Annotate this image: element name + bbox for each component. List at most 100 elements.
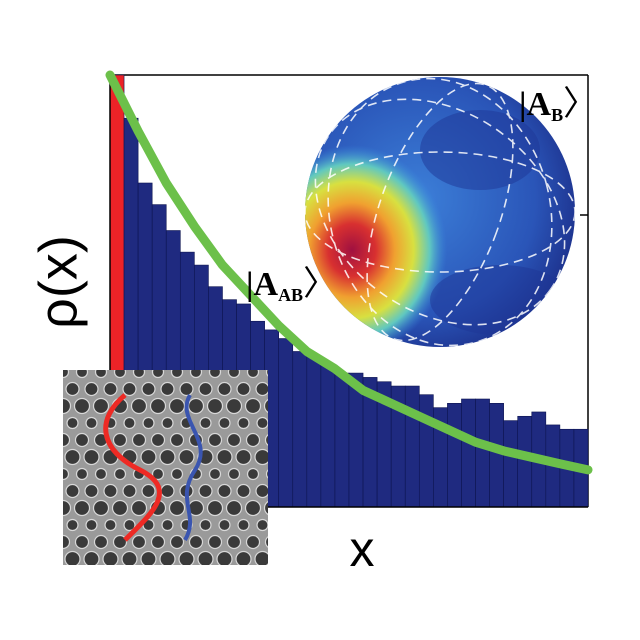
hole <box>66 518 79 532</box>
hole <box>161 416 174 430</box>
hole <box>142 416 155 430</box>
hole <box>245 432 261 448</box>
hole <box>236 381 251 397</box>
hole <box>64 448 81 466</box>
annotation-open: | <box>519 86 527 123</box>
hole <box>208 467 222 481</box>
annotation: |AAB〉 <box>246 266 337 305</box>
hole <box>178 550 195 565</box>
annotation-open: | <box>246 266 254 303</box>
hole <box>187 397 205 415</box>
bar <box>278 338 294 508</box>
hole <box>274 552 289 567</box>
annotation-sub: B <box>551 105 563 125</box>
hole <box>245 534 261 550</box>
hole <box>226 534 242 550</box>
hole <box>141 381 156 397</box>
hole <box>66 416 79 430</box>
hole <box>208 370 222 379</box>
hole <box>149 397 167 415</box>
hole <box>63 432 71 448</box>
hole <box>123 416 136 430</box>
hole <box>199 518 212 532</box>
hole <box>123 518 136 532</box>
hole <box>130 397 148 415</box>
hole <box>207 432 223 448</box>
hole <box>113 467 127 481</box>
hole <box>199 416 212 430</box>
hole <box>216 550 233 565</box>
hole <box>63 534 71 550</box>
hole <box>140 550 157 565</box>
bar <box>489 403 504 508</box>
bar <box>306 355 322 508</box>
hole <box>264 536 268 548</box>
hole <box>255 381 268 397</box>
hole <box>151 370 165 379</box>
hole <box>216 448 233 466</box>
hole <box>178 448 195 466</box>
hole <box>256 518 268 532</box>
hole <box>102 550 119 565</box>
hole <box>237 416 250 430</box>
bar <box>475 398 490 508</box>
hole <box>83 448 100 466</box>
hole <box>225 397 243 415</box>
hole <box>73 397 91 415</box>
hole <box>263 398 268 414</box>
hole <box>207 534 223 550</box>
hole <box>235 550 252 565</box>
hole <box>122 483 137 499</box>
hole <box>276 520 287 531</box>
hole <box>188 534 204 550</box>
hole <box>150 534 166 550</box>
hole <box>113 370 127 379</box>
hole <box>168 499 186 517</box>
hole <box>73 499 91 517</box>
hole <box>140 448 157 466</box>
hole <box>256 416 268 430</box>
hole <box>168 397 186 415</box>
sphere-inset <box>305 77 575 347</box>
hole <box>150 432 166 448</box>
hole <box>254 550 268 565</box>
bar <box>447 403 462 508</box>
hole <box>111 499 129 517</box>
bar <box>418 394 434 508</box>
hole <box>159 448 176 466</box>
hole <box>198 381 213 397</box>
hole <box>94 467 108 481</box>
hole <box>85 518 98 532</box>
hole <box>103 381 118 397</box>
hole <box>130 499 148 517</box>
hole <box>85 416 98 430</box>
hole <box>63 499 72 517</box>
hole <box>179 381 194 397</box>
hole <box>197 550 214 565</box>
hole <box>236 483 251 499</box>
fit-curve <box>105 70 593 475</box>
hole <box>225 499 243 517</box>
hole <box>75 467 89 481</box>
hole <box>218 518 231 532</box>
hole <box>103 483 118 499</box>
hole <box>132 370 146 379</box>
hole <box>217 381 232 397</box>
hole <box>131 432 147 448</box>
hole <box>92 397 110 415</box>
hole <box>170 370 184 379</box>
bar <box>404 385 420 508</box>
hole <box>160 483 175 499</box>
hole <box>244 499 262 517</box>
bar <box>517 415 533 508</box>
hole <box>265 469 268 479</box>
sem-inset <box>63 370 289 567</box>
hole <box>244 397 262 415</box>
x-axis-label: x <box>350 521 375 577</box>
annotation-close: 〉 <box>563 86 597 123</box>
hole <box>254 448 268 466</box>
hole <box>235 448 252 466</box>
hole <box>75 370 89 379</box>
annotation: |AB〉 <box>519 86 597 125</box>
annotation-close: 〉 <box>303 266 337 303</box>
